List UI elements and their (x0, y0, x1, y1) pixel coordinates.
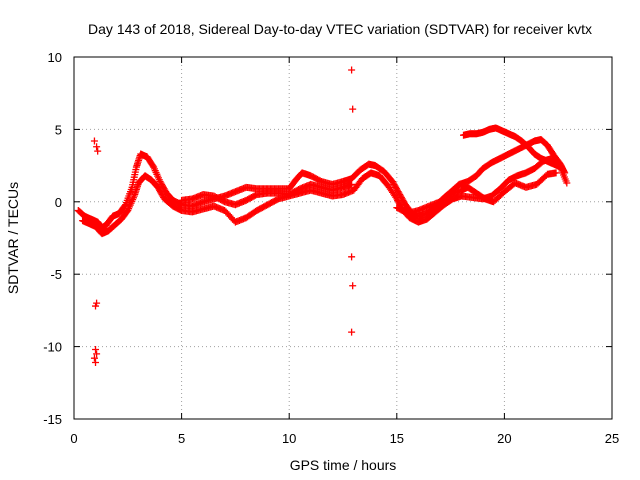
outlier-point (92, 345, 100, 353)
data-point (552, 169, 560, 177)
data-points (74, 66, 571, 367)
outlier-point (93, 350, 101, 358)
outlier-point (93, 143, 101, 151)
y-tick-label: -5 (50, 267, 62, 282)
x-tick-label: 15 (390, 431, 404, 446)
x-tick-label: 5 (178, 431, 185, 446)
y-tick-label: 0 (55, 195, 62, 210)
grid (74, 57, 612, 419)
data-point (556, 163, 564, 171)
y-tick-label: -10 (43, 340, 62, 355)
x-axis-title: GPS time / hours (290, 457, 397, 473)
tick-labels: 0 5 10 15 20 25 -15 -10 -5 0 5 10 (43, 50, 619, 446)
x-tick-label: 10 (282, 431, 296, 446)
y-tick-label: 5 (55, 122, 62, 137)
data-point (121, 202, 129, 210)
outlier-point (348, 328, 356, 336)
data-point (149, 162, 157, 170)
outlier-point (90, 137, 98, 145)
outlier-point (348, 66, 356, 74)
outlier-point (349, 105, 357, 113)
outlier-point (92, 359, 100, 367)
x-tick-label: 20 (497, 431, 511, 446)
data-point (348, 180, 356, 188)
x-tick-label: 25 (605, 431, 619, 446)
outlier-point (94, 147, 102, 155)
axis-ticks (73, 56, 613, 420)
x-tick-label: 0 (70, 431, 77, 446)
chart-title: Day 143 of 2018, Sidereal Day-to-day VTE… (88, 21, 592, 37)
y-axis-title: SDTVAR / TECUs (5, 182, 21, 294)
outlier-point (93, 299, 101, 307)
outlier-point (90, 354, 98, 362)
y-tick-label: -15 (43, 412, 62, 427)
outlier-point (349, 282, 357, 290)
plot-frame (73, 56, 613, 420)
y-tick-label: 10 (48, 50, 62, 65)
outlier-point (348, 253, 356, 261)
data-point (563, 179, 571, 187)
